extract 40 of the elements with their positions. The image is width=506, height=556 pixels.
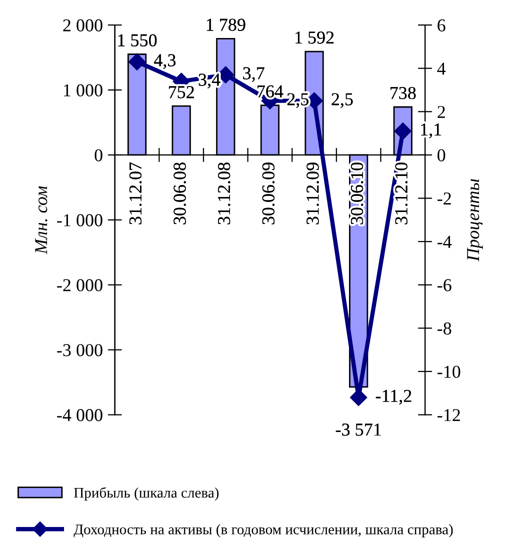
data-label: 764	[258, 85, 284, 98]
legend-label: Доходность на активы (в годовом исчислении, шкала справа)	[74, 524, 453, 538]
y2-tick-label: 6	[438, 19, 446, 32]
y-tick-label: 2 000	[63, 19, 102, 32]
data-label: 3,7	[243, 67, 264, 82]
data-label: 1 550	[118, 34, 157, 46]
y2-tick-label: -12	[438, 409, 460, 422]
x-tick-label: 31.12.09	[306, 162, 319, 224]
y2-tick-label: -4	[438, 236, 452, 248]
legend-label: Прибыль (шкала слева)	[74, 487, 219, 501]
x-tick-label: 30.06.08	[174, 162, 186, 224]
y-tick-label: -2 000	[57, 279, 102, 292]
y-axis-title: Млн. сом	[35, 186, 48, 254]
y-tick-label: -1 000	[57, 214, 102, 226]
y-tick-label: 1 000	[64, 84, 102, 96]
data-label: 4,3	[154, 54, 176, 69]
y2-tick-label: 4	[437, 62, 446, 75]
data-label: 2,5	[332, 93, 353, 108]
y2-tick-label: -6	[438, 279, 452, 292]
y2-tick-label: 2	[438, 106, 445, 118]
data-label: 1 592	[296, 32, 334, 44]
y-tick-label: -3 000	[57, 344, 102, 356]
point	[128, 53, 146, 70]
y2-tick-label: -10	[438, 366, 460, 378]
y2-tick-label: -2	[438, 192, 451, 205]
x-tick-label: 31.12.07	[129, 162, 142, 224]
x-tick-label: 31.12.08	[218, 162, 230, 224]
x-tick-label: 30.06.10	[350, 162, 364, 224]
y2-tick-label: 0	[438, 149, 446, 162]
y2-tick-label: -8	[438, 322, 452, 335]
data-label: -3 571	[336, 424, 381, 436]
y-tick-label: -4 000	[57, 409, 102, 422]
x-tick-label: 31.12.10	[395, 162, 408, 224]
data-label: -11,2	[376, 390, 412, 405]
data-label: 1 789	[206, 18, 246, 31]
data-label: 738	[390, 86, 416, 100]
x-tick-label: 30.06.09	[262, 162, 275, 224]
y2-axis-title: Проценты	[467, 179, 483, 262]
data-label: 752	[168, 86, 194, 98]
y-tick-label: 0	[94, 149, 102, 162]
